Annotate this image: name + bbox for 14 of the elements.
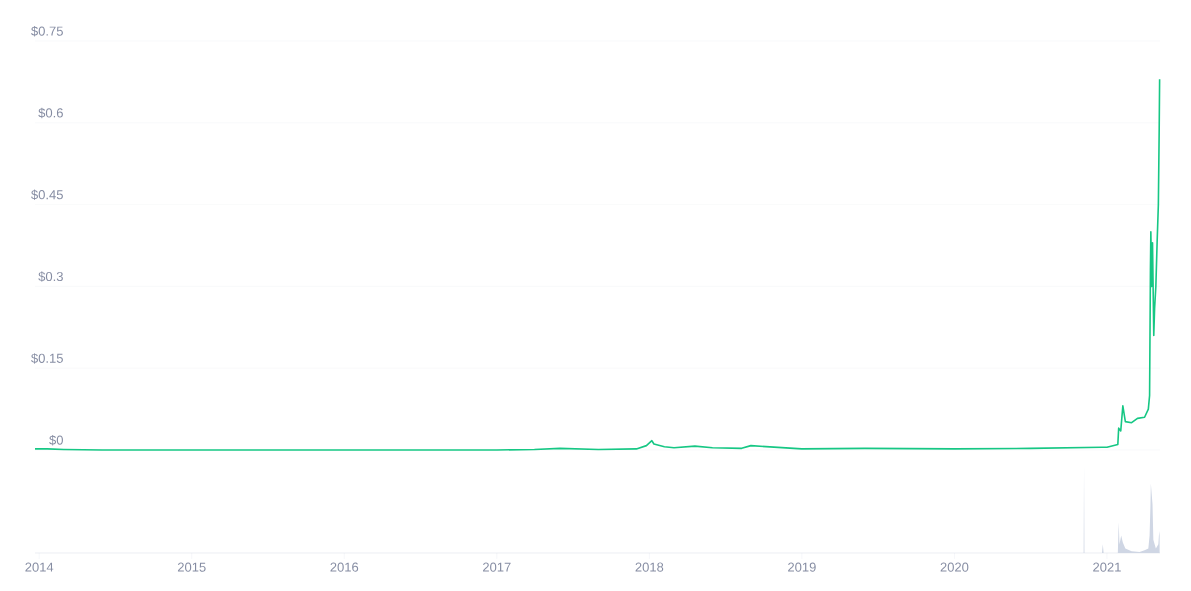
y-tick-label: $0.3	[38, 271, 63, 282]
y-tick-label: $0.15	[31, 353, 63, 364]
y-tick-label: $0	[49, 434, 63, 446]
x-tick-label: 2017	[483, 562, 511, 572]
x-tick-label: 2019	[788, 562, 816, 572]
x-tick-label: 2020	[940, 562, 969, 572]
y-tick-label: $0.45	[31, 189, 63, 201]
x-tick-label: 2016	[330, 562, 359, 572]
x-tick-label: 2021	[1093, 562, 1121, 572]
x-tick-label: 2015	[177, 562, 206, 572]
x-tick-label: 2018	[635, 562, 664, 572]
y-tick-label: $0.6	[38, 107, 63, 119]
x-tick-label: 2014	[25, 562, 54, 572]
y-tick-label: $0.75	[31, 25, 63, 37]
